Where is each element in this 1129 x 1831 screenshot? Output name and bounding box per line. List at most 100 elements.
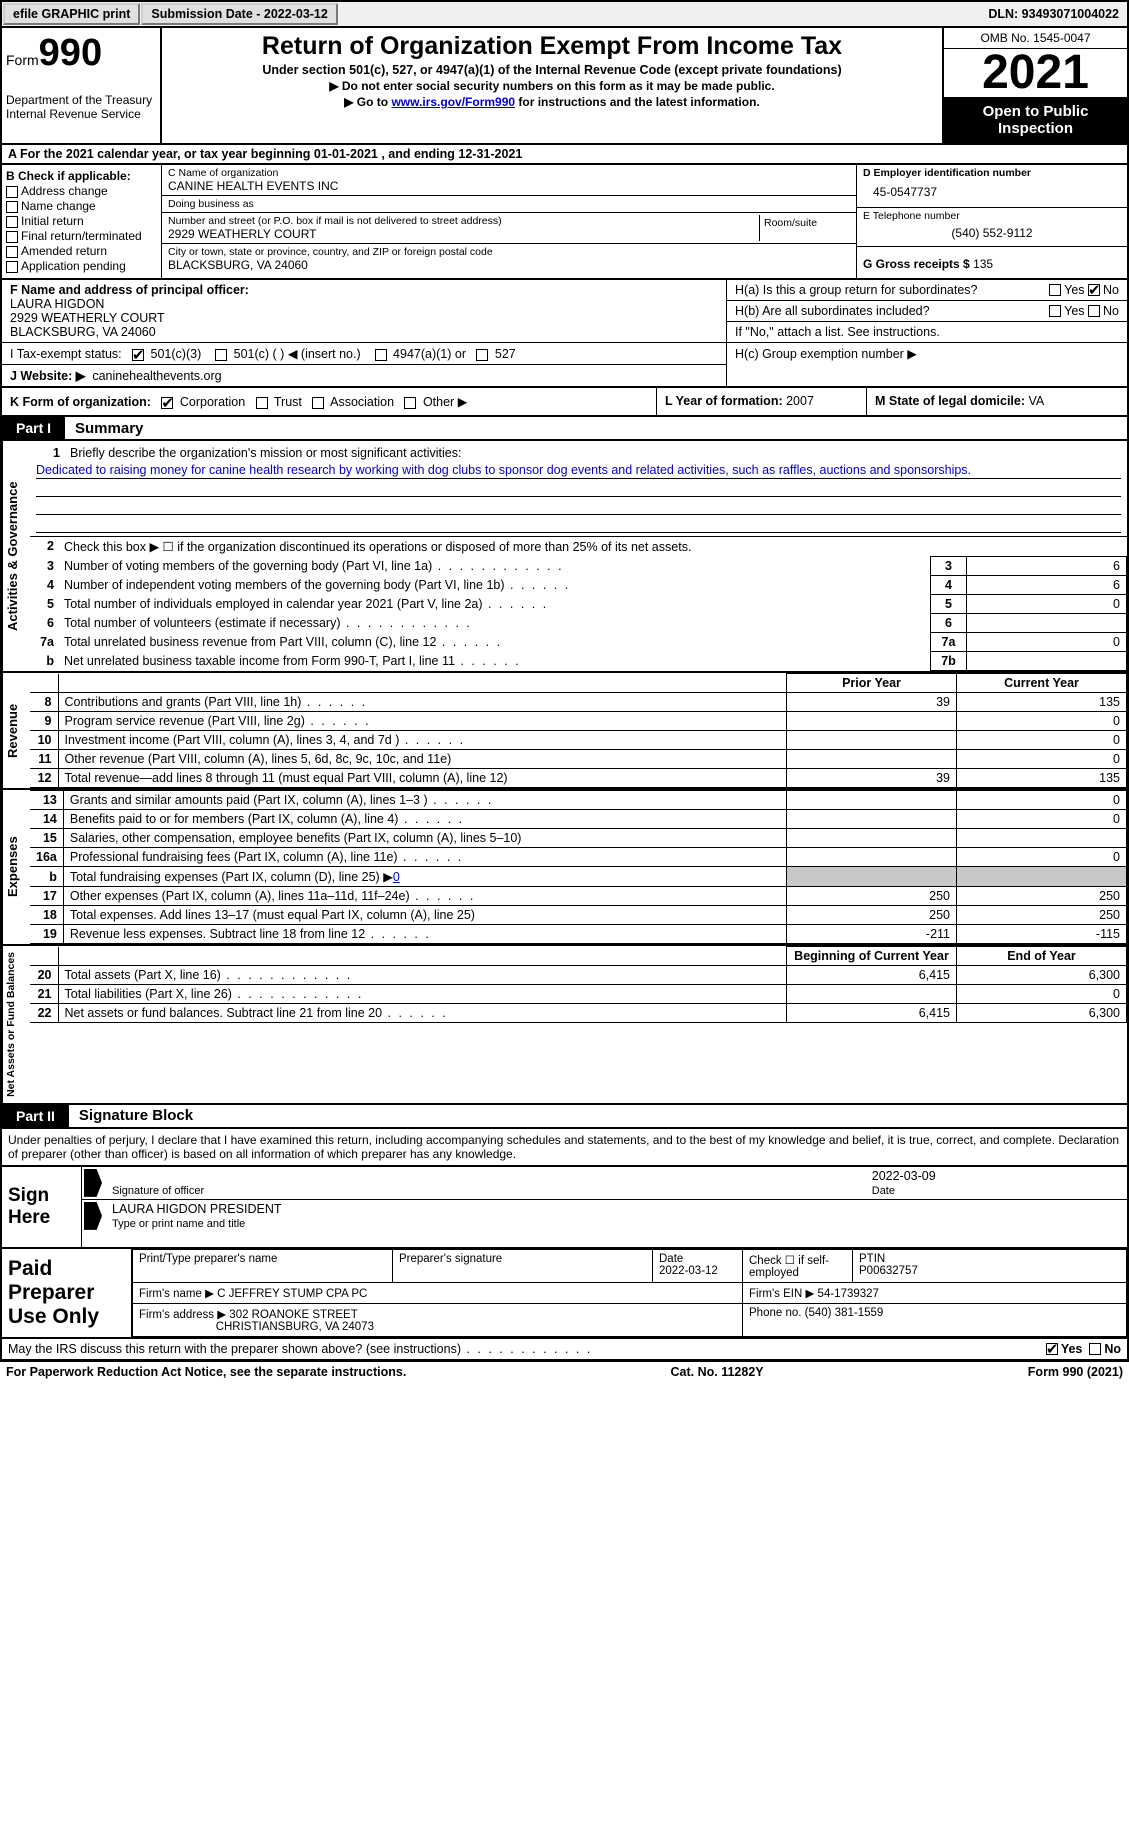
section-fj: F Name and address of principal officer:… <box>0 280 1129 388</box>
line3-val: 6 <box>967 557 1127 576</box>
chk-501c3[interactable] <box>132 349 144 361</box>
firm-addr-2: CHRISTIANSBURG, VA 24073 <box>216 1321 374 1333</box>
chk-assoc[interactable] <box>312 397 324 409</box>
firm-addr-1: 302 ROANOKE STREET <box>229 1309 357 1321</box>
chk-ha-yes[interactable] <box>1049 284 1061 296</box>
chk-hb-no[interactable] <box>1088 305 1100 317</box>
line-19: 19Revenue less expenses. Subtract line 1… <box>30 925 1127 944</box>
year-formation: 2007 <box>786 394 814 408</box>
chk-4947[interactable] <box>375 349 387 361</box>
top-toolbar: efile GRAPHIC print Submission Date - 20… <box>0 0 1129 28</box>
self-employed-check[interactable]: Check ☐ if self-employed <box>743 1249 853 1282</box>
line-a-tax-year: A For the 2021 calendar year, or tax yea… <box>0 145 1129 165</box>
col-b-checkboxes: B Check if applicable: Address change Na… <box>2 165 162 278</box>
line-21: 21Total liabilities (Part X, line 26)0 <box>30 985 1127 1004</box>
mission-text: Dedicated to raising money for canine he… <box>36 462 1121 479</box>
chk-501c[interactable] <box>215 349 227 361</box>
vtab-revenue: Revenue <box>2 673 30 788</box>
irs-label: Internal Revenue Service <box>6 107 156 121</box>
phone-value: (540) 552-9112 <box>863 222 1121 244</box>
city-label: City or town, state or province, country… <box>168 246 850 258</box>
section-bcd: B Check if applicable: Address change Na… <box>0 165 1129 280</box>
line-12: 12Total revenue—add lines 8 through 11 (… <box>30 769 1127 788</box>
h-c-label: H(c) Group exemption number ▶ <box>727 343 1127 364</box>
line-10: 10Investment income (Part VIII, column (… <box>30 731 1127 750</box>
line-15: 15Salaries, other compensation, employee… <box>30 829 1127 848</box>
irs-discuss-q: May the IRS discuss this return with the… <box>8 1342 1046 1356</box>
chk-hb-yes[interactable] <box>1049 305 1061 317</box>
footer-left: For Paperwork Reduction Act Notice, see … <box>6 1365 406 1379</box>
chk-initial-return[interactable] <box>6 216 18 228</box>
website-value: caninehealthevents.org <box>92 369 221 383</box>
h-a-label: H(a) Is this a group return for subordin… <box>735 283 1049 297</box>
line-20: 20Total assets (Part X, line 16)6,4156,3… <box>30 966 1127 985</box>
h-b-label: H(b) Are all subordinates included? <box>735 304 1049 318</box>
row-klm: K Form of organization: Corporation Trus… <box>0 388 1129 417</box>
org-name: CANINE HEALTH EVENTS INC <box>168 179 850 193</box>
hdr-eoy: End of Year <box>957 947 1127 966</box>
officer-sig-date: 2022-03-09 <box>872 1169 1121 1185</box>
paid-preparer-label: Paid Preparer Use Only <box>2 1249 132 1337</box>
summary-activities: Activities & Governance 1 Briefly descri… <box>0 441 1129 673</box>
sign-here-label: Sign Here <box>2 1167 82 1247</box>
hdr-boy: Beginning of Current Year <box>787 947 957 966</box>
chk-application-pending[interactable] <box>6 261 18 273</box>
firm-ein: 54-1739327 <box>818 1288 879 1300</box>
chk-amended-return[interactable] <box>6 246 18 258</box>
vtab-net-assets: Net Assets or Fund Balances <box>2 946 30 1103</box>
phone-label: E Telephone number <box>863 210 1121 222</box>
firm-phone: (540) 381-1559 <box>805 1307 884 1319</box>
tax-year: 2021 <box>944 49 1127 97</box>
fundraising-link[interactable]: 0 <box>393 870 400 884</box>
form-subtitle-3: ▶ Go to www.irs.gov/Form990 for instruct… <box>166 95 938 109</box>
chk-trust[interactable] <box>256 397 268 409</box>
chk-corp[interactable] <box>161 397 173 409</box>
gross-receipts-value: 135 <box>973 257 993 271</box>
line-22: 22Net assets or fund balances. Subtract … <box>30 1004 1127 1023</box>
line-13: 13Grants and similar amounts paid (Part … <box>30 791 1127 810</box>
line-14: 14Benefits paid to or for members (Part … <box>30 810 1127 829</box>
chk-name-change[interactable] <box>6 201 18 213</box>
line7a-val: 0 <box>967 633 1127 652</box>
chk-527[interactable] <box>476 349 488 361</box>
summary-expenses: Expenses 13Grants and similar amounts pa… <box>0 790 1129 946</box>
row-i-tax-exempt: I Tax-exempt status: 501(c)(3) 501(c) ( … <box>2 343 726 365</box>
org-name-label: C Name of organization <box>168 167 850 179</box>
q1-label: Briefly describe the organization's miss… <box>64 444 1121 462</box>
mission-blank-3 <box>36 515 1121 533</box>
submission-date-label: Submission Date - 2022-03-12 <box>141 3 337 25</box>
street-label: Number and street (or P.O. box if mail i… <box>168 215 759 227</box>
summary-net-assets: Net Assets or Fund Balances Beginning of… <box>0 946 1129 1105</box>
arrow-icon <box>84 1169 102 1197</box>
ein-label: D Employer identification number <box>863 167 1121 179</box>
vtab-expenses: Expenses <box>2 790 30 944</box>
hdr-current-year: Current Year <box>957 674 1127 693</box>
irs-link[interactable]: www.irs.gov/Form990 <box>391 95 515 109</box>
part-1-header: Part I Summary <box>0 417 1129 441</box>
street-value: 2929 WEATHERLY COURT <box>168 227 759 241</box>
chk-ha-no[interactable] <box>1088 284 1100 296</box>
chk-final-return[interactable] <box>6 231 18 243</box>
line6-val <box>967 614 1127 633</box>
chk-discuss-no[interactable] <box>1089 1343 1101 1355</box>
officer-signature <box>112 1169 860 1185</box>
line-9: 9Program service revenue (Part VIII, lin… <box>30 712 1127 731</box>
part-1-title: Summary <box>65 420 143 437</box>
paid-preparer-block: Paid Preparer Use Only Print/Type prepar… <box>0 1249 1129 1339</box>
officer-typed-name: LAURA HIGDON PRESIDENT <box>112 1202 1121 1218</box>
sign-here-block: Sign Here Signature of officer 2022-03-0… <box>0 1167 1129 1249</box>
mission-blank-2 <box>36 497 1121 515</box>
mission-blank-1 <box>36 479 1121 497</box>
room-suite-label: Room/suite <box>760 215 850 241</box>
form-word: Form <box>6 52 39 68</box>
dba-label: Doing business as <box>168 198 850 210</box>
form-title: Return of Organization Exempt From Incom… <box>166 32 938 61</box>
date-label: Date <box>872 1185 1121 1197</box>
chk-other[interactable] <box>404 397 416 409</box>
summary-revenue: Revenue Prior YearCurrent Year 8Contribu… <box>0 673 1129 790</box>
chk-discuss-yes[interactable] <box>1046 1343 1058 1355</box>
chk-address-change[interactable] <box>6 186 18 198</box>
efile-print-button[interactable]: efile GRAPHIC print <box>3 3 140 25</box>
form-subtitle-2: ▶ Do not enter social security numbers o… <box>166 79 938 93</box>
page-footer: For Paperwork Reduction Act Notice, see … <box>0 1361 1129 1382</box>
